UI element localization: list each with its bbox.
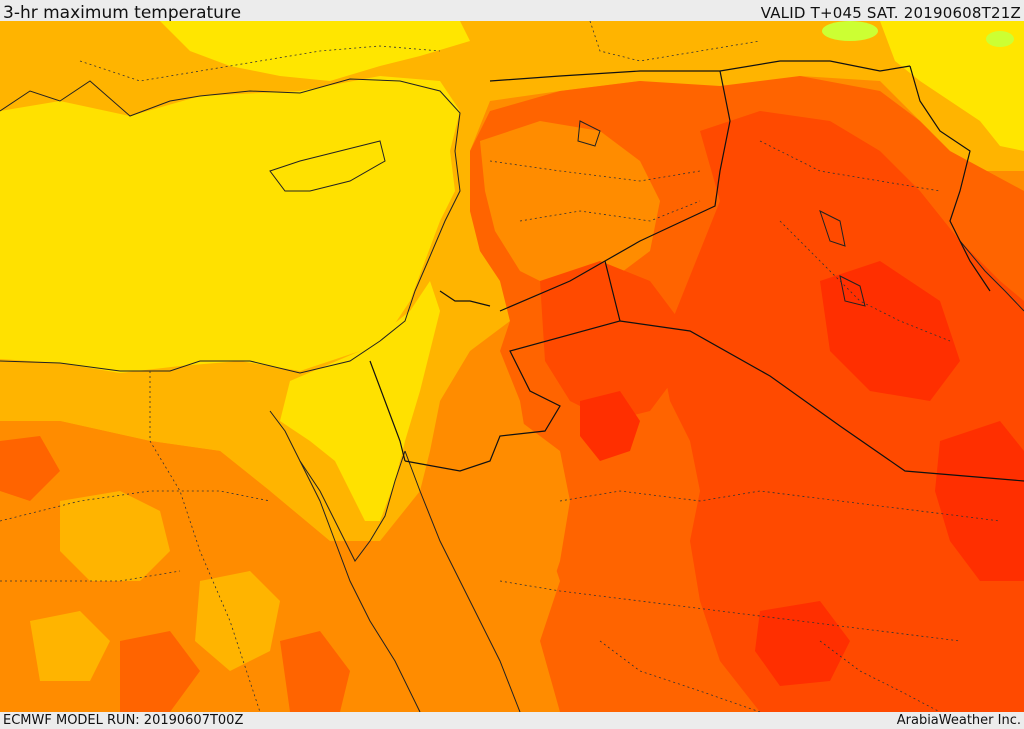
- deep-red-spot-3: [580, 391, 640, 461]
- map-title: 3-hr maximum temperature: [3, 3, 242, 23]
- country-borders: [369, 60, 1024, 482]
- temperature-map[interactable]: [0, 21, 1024, 712]
- valid-time: VALID T+045 SAT. 20190608T21Z: [760, 4, 1021, 22]
- egypt-darker-patches: [0, 436, 350, 712]
- map-footer: ECMWF MODEL RUN: 20190607T00Z ArabiaWeat…: [0, 712, 1024, 729]
- green-spot: [822, 21, 878, 41]
- model-run-label: ECMWF MODEL RUN: 20190607T00Z: [3, 713, 244, 728]
- yellow-northeast-band: [880, 21, 1024, 151]
- red-zone-central: [540, 261, 680, 421]
- orange-patch-syria: [480, 121, 660, 291]
- map-canvas: [0, 21, 1024, 712]
- deep-red-spot-2: [935, 421, 1024, 581]
- egypt-light-patches: [30, 491, 280, 681]
- red-zone-iraq: [660, 111, 1024, 712]
- credit-label: ArabiaWeather Inc.: [896, 713, 1021, 728]
- admin-boundaries: [0, 21, 1001, 712]
- deep-red-spot-4: [755, 601, 850, 686]
- yellow-north-band: [160, 21, 470, 81]
- map-header: 3-hr maximum temperature VALID T+045 SAT…: [0, 0, 1024, 23]
- coastlines: [0, 78, 1024, 712]
- green-spot-2: [986, 31, 1014, 47]
- yellow-sinai-tongue: [280, 281, 440, 521]
- orange-patch-south: [440, 421, 570, 681]
